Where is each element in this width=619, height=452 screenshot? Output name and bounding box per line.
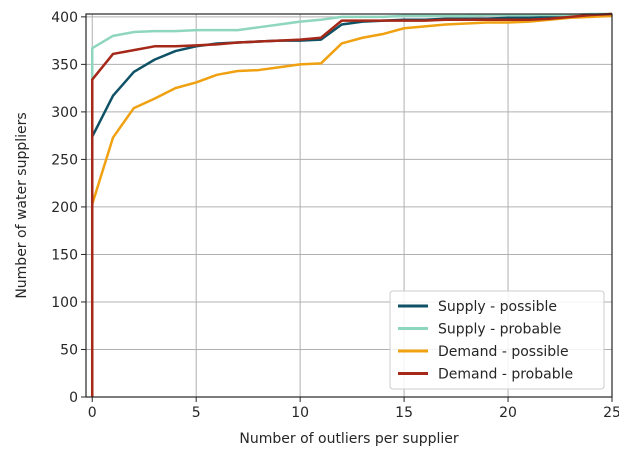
x-axis-label: Number of outliers per supplier (239, 431, 458, 447)
series-line-supply-possible (90, 12, 613, 397)
y-tick-label-0: 0 (69, 390, 78, 406)
legend: Supply - possible Supply - probable Demand… (389, 290, 605, 390)
x-tick-label-4: 20 (499, 405, 517, 421)
y-tick-label-4: 200 (51, 200, 78, 216)
y-tick-label-5: 250 (51, 152, 78, 168)
y-tick-label-2: 100 (51, 295, 78, 311)
series-lines (90, 12, 613, 397)
x-tick-label-0: 0 (88, 405, 97, 421)
x-tick-label-3: 15 (395, 405, 413, 421)
x-tick-label-5: 25 (603, 405, 619, 421)
y-axis-label: Number of water suppliers (14, 112, 30, 298)
y-tick-label-8: 400 (51, 10, 78, 26)
y-tick-label-1: 50 (60, 342, 78, 358)
series-line-supply-probable (90, 12, 612, 397)
x-tick-label-2: 10 (291, 405, 309, 421)
series-line-demand-possible (90, 14, 613, 397)
y-tick-label-6: 300 (51, 105, 78, 121)
legend-label-supply-possible: Supply - possible (438, 299, 557, 315)
legend-label-demand-probable: Demand - probable (438, 367, 573, 383)
plot-frame (85, 13, 613, 398)
y-tick-label-3: 150 (51, 247, 78, 263)
y-tick-label-7: 350 (51, 57, 78, 73)
legend-label-supply-probable: Supply - probable (438, 322, 561, 338)
series-line-demand-probable (90, 12, 613, 397)
legend-label-demand-possible: Demand - possible (438, 344, 569, 360)
x-tick-label-1: 5 (192, 405, 201, 421)
legend-box (389, 290, 605, 390)
